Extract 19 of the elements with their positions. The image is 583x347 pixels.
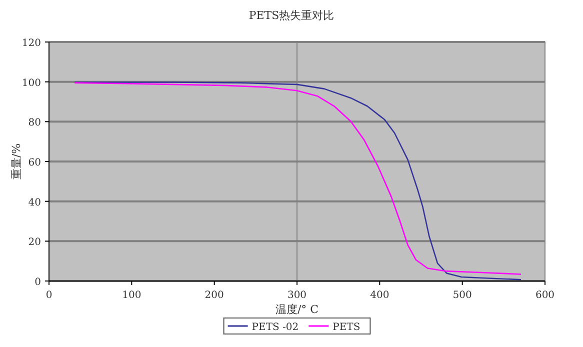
x-tick-label: 200 [204,290,224,301]
x-tick-label: 100 [122,290,142,301]
y-tick-label: 20 [28,237,41,248]
x-tick-label: 300 [287,290,307,301]
x-tick-label: 400 [370,290,390,301]
x-tick-label: 0 [46,290,52,301]
y-tick-label: 60 [28,158,41,168]
legend-label: PETS -02 [252,322,299,333]
legend-label: PETS [332,322,360,333]
y-tick-label: 40 [28,197,41,208]
x-tick-label: 500 [452,290,472,301]
x-tick-label: 600 [535,290,555,301]
chart-title: PETS热失重对比 [248,9,334,22]
y-tick-label: 80 [28,118,41,129]
y-tick-label: 100 [22,78,41,89]
y-tick-label: 120 [22,38,41,49]
y-axis-title: 重量/% [10,143,23,180]
y-tick-label: 0 [34,277,41,288]
x-axis-title: 温度/° C [275,303,319,316]
